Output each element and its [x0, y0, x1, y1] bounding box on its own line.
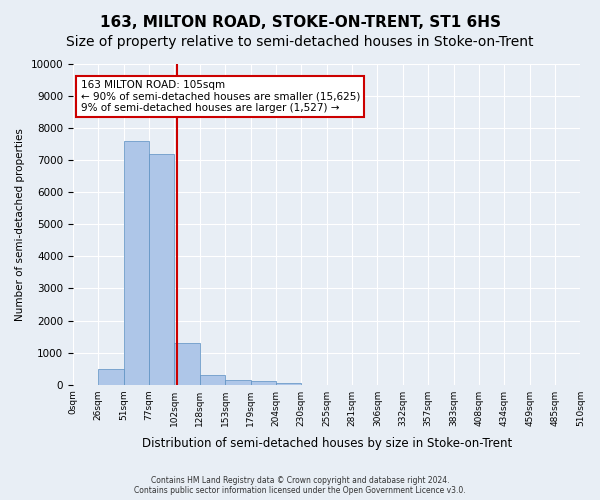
- Y-axis label: Number of semi-detached properties: Number of semi-detached properties: [15, 128, 25, 321]
- X-axis label: Distribution of semi-detached houses by size in Stoke-on-Trent: Distribution of semi-detached houses by …: [142, 437, 512, 450]
- Bar: [200, 375, 225, 384]
- Text: Size of property relative to semi-detached houses in Stoke-on-Trent: Size of property relative to semi-detach…: [66, 35, 534, 49]
- Text: Contains HM Land Registry data © Crown copyright and database right 2024.
Contai: Contains HM Land Registry data © Crown c…: [134, 476, 466, 495]
- Bar: [225, 380, 251, 384]
- Bar: [276, 383, 301, 384]
- Text: 163, MILTON ROAD, STOKE-ON-TRENT, ST1 6HS: 163, MILTON ROAD, STOKE-ON-TRENT, ST1 6H…: [100, 15, 500, 30]
- Bar: [149, 154, 175, 384]
- Text: 163 MILTON ROAD: 105sqm
← 90% of semi-detached houses are smaller (15,625)
9% of: 163 MILTON ROAD: 105sqm ← 90% of semi-de…: [80, 80, 360, 113]
- Bar: [251, 382, 276, 384]
- Bar: [175, 343, 200, 384]
- Bar: [124, 141, 149, 384]
- Bar: [98, 368, 124, 384]
